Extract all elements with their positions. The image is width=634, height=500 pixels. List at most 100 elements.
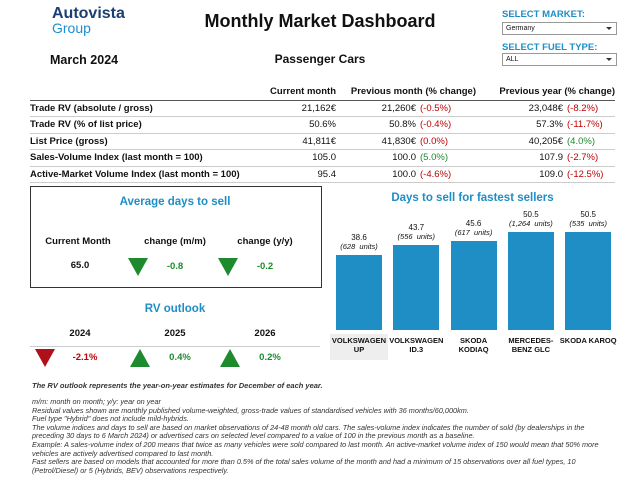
kpi-table: Current month Previous month (% change) … (30, 84, 615, 183)
previous-value: 41,830€ (336, 133, 416, 150)
units-label: (617 units) (454, 228, 493, 238)
current-value: 95.4 (244, 166, 336, 183)
row-label: List Price (gross) (30, 133, 244, 150)
current-value: 105.0 (244, 149, 336, 167)
bar (507, 231, 554, 330)
units-label: (1,264 units) (509, 218, 553, 228)
avg-days-box (30, 186, 322, 288)
column-header: Previous year (% change) (476, 84, 615, 101)
table-row: Trade RV (% of list price) 50.6% 50.8% (-0.… (30, 116, 615, 134)
bar (393, 244, 440, 330)
rv-value: -2.1% (72, 352, 98, 363)
row-label: Trade RV (absolute / gross) (30, 100, 244, 117)
note: Fuel type "Hybrid" does not include mild… (32, 414, 189, 424)
year-change: (-12.5%) (563, 166, 615, 183)
previous-change: (5.0%) (416, 149, 476, 167)
market-select[interactable]: Germany (502, 22, 617, 35)
note: Residual values shown are monthly publis… (32, 405, 469, 415)
previous-change: (-0.5%) (416, 100, 476, 117)
row-label: Sales-Volume Index (last month = 100) (30, 149, 244, 167)
column-header: change (y/y) (237, 236, 293, 247)
table-header: Current month Previous month (% change) … (30, 84, 615, 101)
column-header: change (m/m) (144, 236, 206, 247)
section-title: RV outlook (144, 303, 206, 315)
note: m/m: month on month; y/y: year on year (32, 397, 161, 406)
previous-value: 100.0 (336, 149, 416, 167)
year-change: (4.0%) (563, 133, 615, 150)
category-label: SKODA KODIAQ (458, 336, 489, 354)
table-row: Sales-Volume Index (last month = 100) 105… (30, 149, 615, 167)
rv-value: 0.4% (169, 352, 191, 363)
bar (565, 231, 612, 330)
year-value: 23,048€ (476, 100, 563, 117)
filter-label: SELECT FUEL TYPE: (502, 42, 598, 53)
logo-sub: Group (52, 20, 91, 36)
year-value: 107.9 (476, 149, 563, 167)
bar (450, 241, 497, 330)
units-label: (535 units) (569, 218, 607, 228)
chart-title: Days to sell for fastest sellers (391, 192, 554, 204)
note: Example: A sales-volume index of 200 mea… (32, 439, 599, 458)
rv-value: 0.2% (259, 352, 281, 363)
year-value: 57.3% (476, 116, 563, 134)
category-label: VOLKSWAGEN UP (330, 334, 388, 360)
year: 2025 (164, 328, 186, 339)
filter-label: SELECT MARKET: (502, 9, 585, 20)
down-arrow (218, 258, 238, 276)
note: Fast sellers are based on models that ac… (32, 457, 576, 475)
year-change: (-2.7%) (563, 149, 615, 167)
previous-value: 100.0 (336, 166, 416, 183)
note-highlight: The RV outlook represents the year-on-ye… (32, 381, 323, 390)
current-value: 41,811€ (244, 133, 336, 150)
category-label: MERCEDES-BENZ GLC (508, 336, 554, 354)
year-value: 40,205€ (476, 133, 563, 150)
up-arrow (220, 349, 240, 367)
year-change: (-8.2%) (563, 100, 615, 117)
category-label: VOLKSWAGEN ID.3 (389, 336, 444, 354)
up-arrow (130, 349, 150, 367)
year: 2024 (69, 328, 91, 339)
table-row: Active-Market Volume Index (last month =… (30, 166, 615, 183)
category-label: SKODA KAROQ (559, 336, 617, 345)
units-label: (628 units) (340, 241, 378, 251)
value-label: 50.5 (523, 209, 539, 219)
table-row: List Price (gross) 41,811€ 41,830€ (0.0%) 40… (30, 133, 615, 150)
separator (30, 346, 320, 347)
current-value: 21,162€ (244, 100, 336, 117)
section-title: Average days to sell (119, 196, 231, 208)
year-value: 109.0 (476, 166, 563, 183)
down-arrow (128, 258, 148, 276)
year-change: (-11.7%) (563, 116, 615, 134)
days-change: -0.8 (166, 261, 184, 272)
value-label: 43.7 (408, 222, 425, 232)
value-label: 45.6 (465, 219, 482, 229)
current-days: 65.0 (70, 260, 90, 271)
date: March 2024 (50, 53, 119, 67)
previous-change: (-0.4%) (416, 116, 476, 134)
note: The volume indices and days to sell are … (32, 422, 585, 441)
bar (336, 254, 382, 330)
previous-value: 21,260€ (336, 100, 416, 117)
row-label: Trade RV (% of list price) (30, 116, 244, 134)
notes: m/m: month on month; y/y: year on year Re… (32, 397, 617, 475)
row-label: Active-Market Volume Index (last month =… (30, 166, 244, 183)
column-header: Previous month (% change) (336, 84, 476, 101)
value-label: 50.5 (580, 209, 596, 219)
year: 2026 (254, 328, 276, 339)
down-arrow (35, 349, 55, 367)
column-header: Current month (244, 84, 336, 101)
logo-name: Autovista (52, 5, 125, 22)
table-row: Trade RV (absolute / gross) 21,162€ 21,260… (30, 100, 615, 117)
segment: Passenger Cars (274, 52, 366, 66)
fuel-select[interactable]: ALL (502, 53, 617, 66)
units-label: (556 units) (397, 231, 436, 241)
previous-change: (-4.6%) (416, 166, 476, 183)
days-change: -0.2 (256, 261, 274, 272)
previous-change: (0.0%) (416, 133, 476, 150)
value-label: 38.6 (351, 232, 367, 242)
column-header: Current Month (45, 236, 111, 247)
current-value: 50.6% (244, 116, 336, 134)
previous-value: 50.8% (336, 116, 416, 134)
title: Monthly Market Dashboard (204, 11, 436, 31)
